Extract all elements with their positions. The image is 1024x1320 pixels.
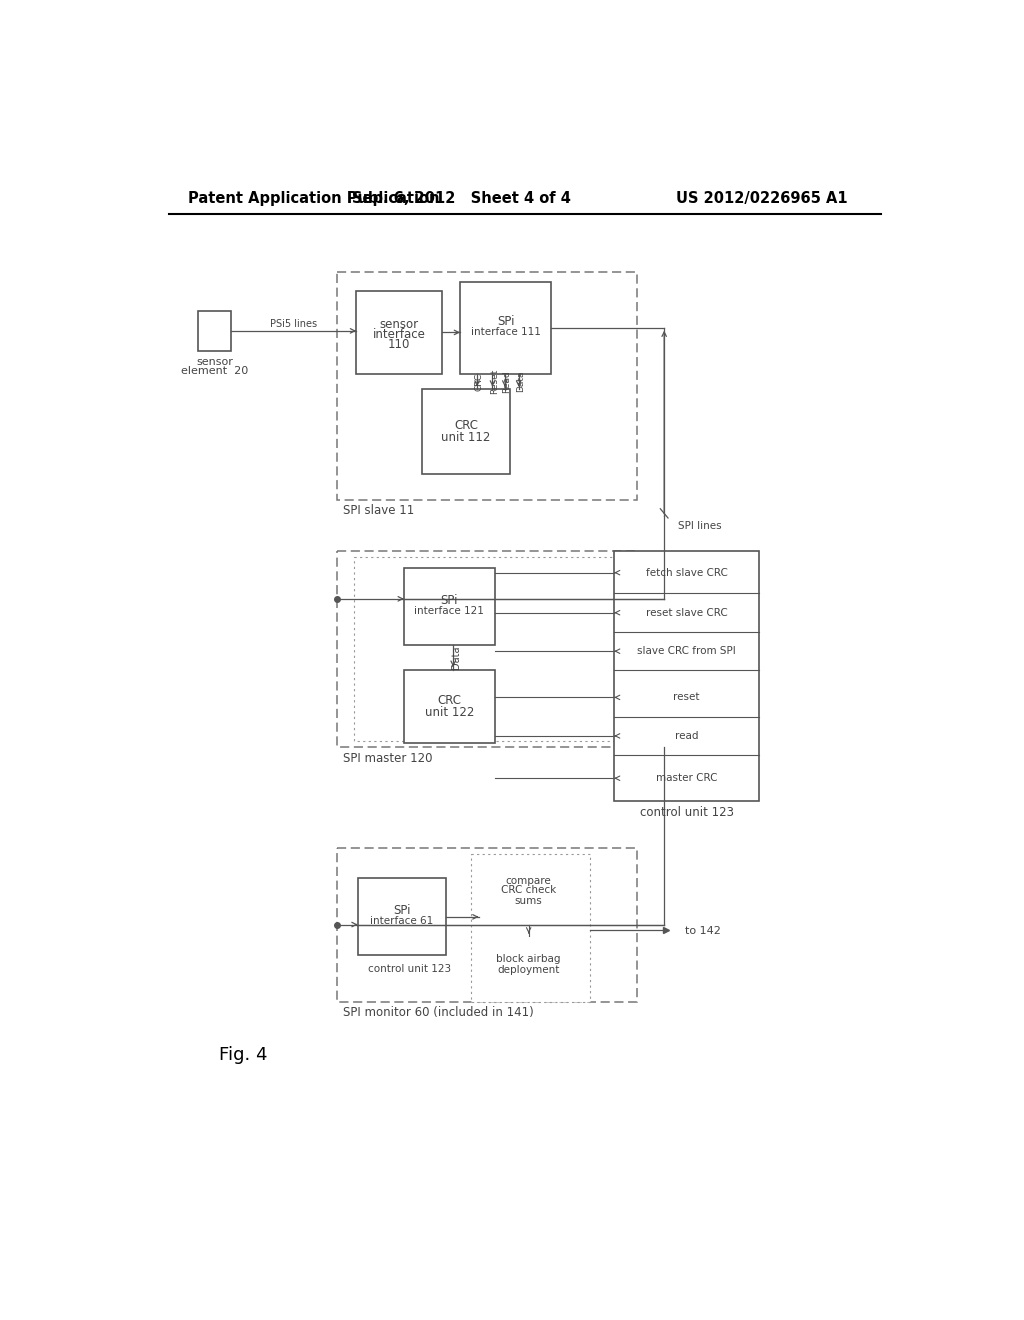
- Text: SPI monitor 60 (included in 141): SPI monitor 60 (included in 141): [343, 1006, 534, 1019]
- Text: CRC: CRC: [454, 418, 478, 432]
- Text: fetch slave CRC: fetch slave CRC: [645, 568, 727, 578]
- Text: Patent Application Publication: Patent Application Publication: [188, 191, 440, 206]
- Text: reset slave CRC: reset slave CRC: [645, 607, 727, 618]
- Text: slave CRC from SPI: slave CRC from SPI: [637, 647, 736, 656]
- Text: Data: Data: [516, 371, 525, 392]
- Text: interface 111: interface 111: [471, 327, 541, 338]
- Text: read: read: [675, 731, 698, 741]
- Text: SPi: SPi: [440, 594, 458, 607]
- Text: 110: 110: [388, 338, 411, 351]
- Text: CRC check: CRC check: [501, 886, 556, 895]
- Text: SPI master 120: SPI master 120: [343, 751, 432, 764]
- Text: interface 121: interface 121: [415, 606, 484, 616]
- Text: PSi5 lines: PSi5 lines: [270, 319, 317, 329]
- Text: compare: compare: [506, 876, 552, 886]
- Bar: [403, 568, 495, 645]
- Text: SPI lines: SPI lines: [678, 520, 722, 531]
- Text: unit 112: unit 112: [441, 432, 490, 445]
- Text: interface 61: interface 61: [371, 916, 433, 927]
- Bar: [422, 389, 510, 474]
- Text: Fig. 4: Fig. 4: [219, 1047, 267, 1064]
- Bar: [403, 669, 495, 743]
- Text: block airbag: block airbag: [497, 954, 561, 964]
- Bar: [478, 936, 579, 994]
- Bar: [356, 290, 442, 374]
- Text: Reset: Reset: [490, 370, 500, 395]
- Text: master CRC: master CRC: [655, 774, 717, 783]
- Text: deployment: deployment: [498, 965, 560, 974]
- Bar: [460, 281, 551, 374]
- Text: control unit 123: control unit 123: [368, 964, 452, 974]
- Text: unit 122: unit 122: [425, 706, 474, 719]
- Text: sensor: sensor: [380, 318, 419, 331]
- Text: interface: interface: [373, 329, 426, 342]
- Bar: [337, 272, 637, 499]
- Text: CRC: CRC: [475, 372, 484, 391]
- Text: to 142: to 142: [685, 927, 721, 936]
- Text: CRC: CRC: [437, 693, 462, 706]
- Text: control unit 123: control unit 123: [640, 807, 733, 820]
- Text: sensor: sensor: [196, 356, 232, 367]
- Text: Read: Read: [503, 371, 512, 393]
- Text: reset: reset: [673, 693, 699, 702]
- Bar: [337, 847, 637, 1002]
- Text: element  20: element 20: [181, 366, 248, 376]
- Bar: [199, 312, 230, 351]
- Bar: [478, 859, 579, 924]
- Text: Data: Data: [452, 645, 461, 669]
- Bar: [354, 557, 624, 741]
- Text: SPi: SPi: [497, 315, 514, 329]
- Bar: [471, 854, 590, 1002]
- Bar: [614, 552, 759, 801]
- Text: US 2012/0226965 A1: US 2012/0226965 A1: [676, 191, 848, 206]
- Bar: [337, 552, 637, 747]
- Text: sums: sums: [515, 896, 543, 906]
- Text: SPI slave 11: SPI slave 11: [343, 504, 415, 517]
- Bar: [357, 878, 446, 956]
- Text: Sep. 6, 2012   Sheet 4 of 4: Sep. 6, 2012 Sheet 4 of 4: [352, 191, 571, 206]
- Text: SPi: SPi: [393, 904, 411, 917]
